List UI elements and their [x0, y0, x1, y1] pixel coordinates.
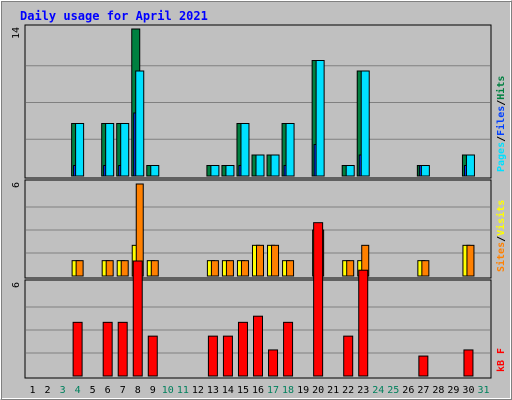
- y-max-label: 6: [11, 182, 22, 188]
- bar-kb-f-day-13: [207, 335, 218, 377]
- legend-entry: Visits: [495, 200, 507, 236]
- bar-pages-day-8: [135, 70, 145, 177]
- bar-kb-f-day-20: [313, 222, 324, 377]
- bar-kb-f-day-9: [147, 335, 158, 377]
- bar-pages-day-27: [420, 165, 430, 177]
- legend-entry: Pages: [496, 142, 507, 172]
- bar-sites-day-14: [225, 260, 234, 277]
- bar-kb-f-day-4: [72, 321, 83, 377]
- bar-pages-day-7: [120, 123, 130, 177]
- bar-pages-day-9: [150, 165, 160, 177]
- bar-pages-day-14: [225, 165, 235, 177]
- bar-sites-day-4: [75, 260, 84, 277]
- x-tick-label: 10: [162, 385, 174, 396]
- x-tick-label: 14: [222, 385, 234, 396]
- x-tick-label: 19: [297, 385, 309, 396]
- x-tick-label: 28: [432, 385, 444, 396]
- bar-pages-day-4: [75, 123, 85, 177]
- x-tick-label: 27: [417, 385, 429, 396]
- x-tick-label: 8: [135, 385, 141, 396]
- bar-sites-day-17: [271, 244, 280, 277]
- x-axis: 1 2 3 4 5 6 7 8 9 10 11 12 13 14 15 16 17 18 19 20 21 22 23 24 2…: [30, 385, 490, 396]
- panel-kbytes: 6 kB F: [11, 222, 507, 379]
- x-tick-label: 2: [45, 385, 51, 396]
- bar-pages-day-15: [240, 123, 250, 177]
- x-tick-label: 25: [387, 385, 399, 396]
- bar-pages-day-18: [285, 123, 295, 177]
- legend-entry: Hits: [495, 76, 507, 100]
- x-tick-label: 17: [267, 385, 279, 396]
- bar-kb-f-day-14: [222, 335, 233, 377]
- bar-kb-f-day-6: [102, 321, 113, 377]
- legend: Pages/Files/Hits: [495, 76, 507, 172]
- x-tick-label: 24: [372, 385, 384, 396]
- x-tick-label: 16: [252, 385, 264, 396]
- chart-title: Daily usage for April 2021: [20, 9, 208, 23]
- bar-kb-f-day-8: [132, 260, 143, 377]
- x-tick-label: 11: [177, 385, 189, 396]
- legend-entry: /: [496, 236, 507, 242]
- x-tick-label: 31: [477, 385, 489, 396]
- bar-kb-f-day-30: [463, 349, 474, 377]
- x-tick-label: 12: [192, 385, 204, 396]
- bar-sites-day-18: [286, 260, 295, 277]
- x-tick-label: 4: [75, 385, 81, 396]
- x-tick-label: 6: [105, 385, 111, 396]
- x-tick-label: 29: [447, 385, 459, 396]
- bar-sites-day-27: [421, 260, 430, 277]
- bar-pages-day-22: [345, 165, 355, 177]
- x-tick-label: 30: [462, 385, 474, 396]
- legend: Sites/Visits: [495, 200, 507, 272]
- panel-sites_visits: 6 Sites/Visits: [11, 179, 507, 279]
- bar-pages-day-13: [210, 165, 220, 177]
- bar-pages-day-23: [360, 70, 370, 177]
- x-tick-label: 5: [90, 385, 96, 396]
- bar-sites-day-15: [240, 260, 249, 277]
- x-tick-label: 20: [312, 385, 324, 396]
- legend-entry: Files: [495, 106, 507, 136]
- x-tick-label: 18: [282, 385, 294, 396]
- legend-entry: kB F: [496, 348, 507, 372]
- bar-pages-day-6: [105, 123, 115, 177]
- bar-pages-day-30: [465, 154, 475, 177]
- bar-kb-f-day-16: [253, 315, 263, 377]
- x-tick-label: 1: [30, 385, 36, 396]
- bar-pages-day-16: [255, 154, 265, 177]
- bar-kb-f-day-15: [237, 321, 248, 377]
- x-tick-label: 23: [357, 385, 369, 396]
- legend-entry: /: [496, 100, 507, 106]
- x-tick-label: 22: [342, 385, 354, 396]
- bar-kb-f-day-18: [283, 321, 294, 377]
- bar-sites-day-6: [105, 260, 114, 277]
- bar-kb-f-day-22: [343, 335, 354, 377]
- x-tick-label: 26: [402, 385, 414, 396]
- y-max-label: 6: [11, 282, 22, 288]
- y-max-label: 14: [11, 27, 22, 39]
- bar-kb-f-day-17: [268, 349, 279, 377]
- x-tick-label: 3: [60, 385, 66, 396]
- bar-kb-f-day-23: [358, 269, 369, 377]
- bar-sites-day-7: [120, 260, 129, 277]
- bar-kb-f-day-7: [117, 321, 128, 377]
- bar-sites-day-9: [150, 260, 159, 277]
- bar-sites-day-30: [466, 244, 475, 277]
- bar-sites-day-16: [256, 244, 264, 277]
- x-tick-label: 13: [207, 385, 219, 396]
- x-tick-label: 21: [327, 385, 339, 396]
- bar-sites-day-13: [210, 260, 219, 277]
- legend-entry: /: [496, 136, 507, 142]
- legend-entry: Sites: [495, 242, 507, 272]
- legend: kB F: [496, 348, 507, 372]
- bar-pages-day-20: [315, 60, 325, 177]
- x-tick-label: 7: [120, 385, 126, 396]
- x-tick-label: 15: [237, 385, 249, 396]
- x-tick-label: 9: [150, 385, 156, 396]
- bar-kb-f-day-27: [418, 355, 429, 377]
- bar-pages-day-17: [270, 154, 280, 177]
- bar-sites-day-22: [346, 260, 355, 277]
